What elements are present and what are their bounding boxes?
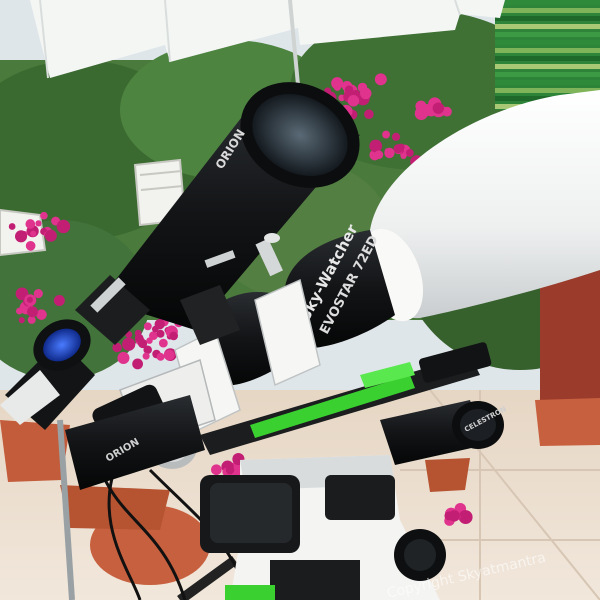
umbrella (30, 0, 505, 86)
side-scope: ORION CELESTRON (65, 395, 508, 490)
striped-wall (495, 0, 600, 410)
bougainvillea-flowers (8, 73, 473, 526)
tripod-legs (57, 419, 238, 600)
mount-head (200, 455, 446, 600)
dovetail-bar (200, 342, 492, 455)
terracotta-pots (0, 398, 600, 585)
finder-scope: ORION (75, 82, 360, 345)
